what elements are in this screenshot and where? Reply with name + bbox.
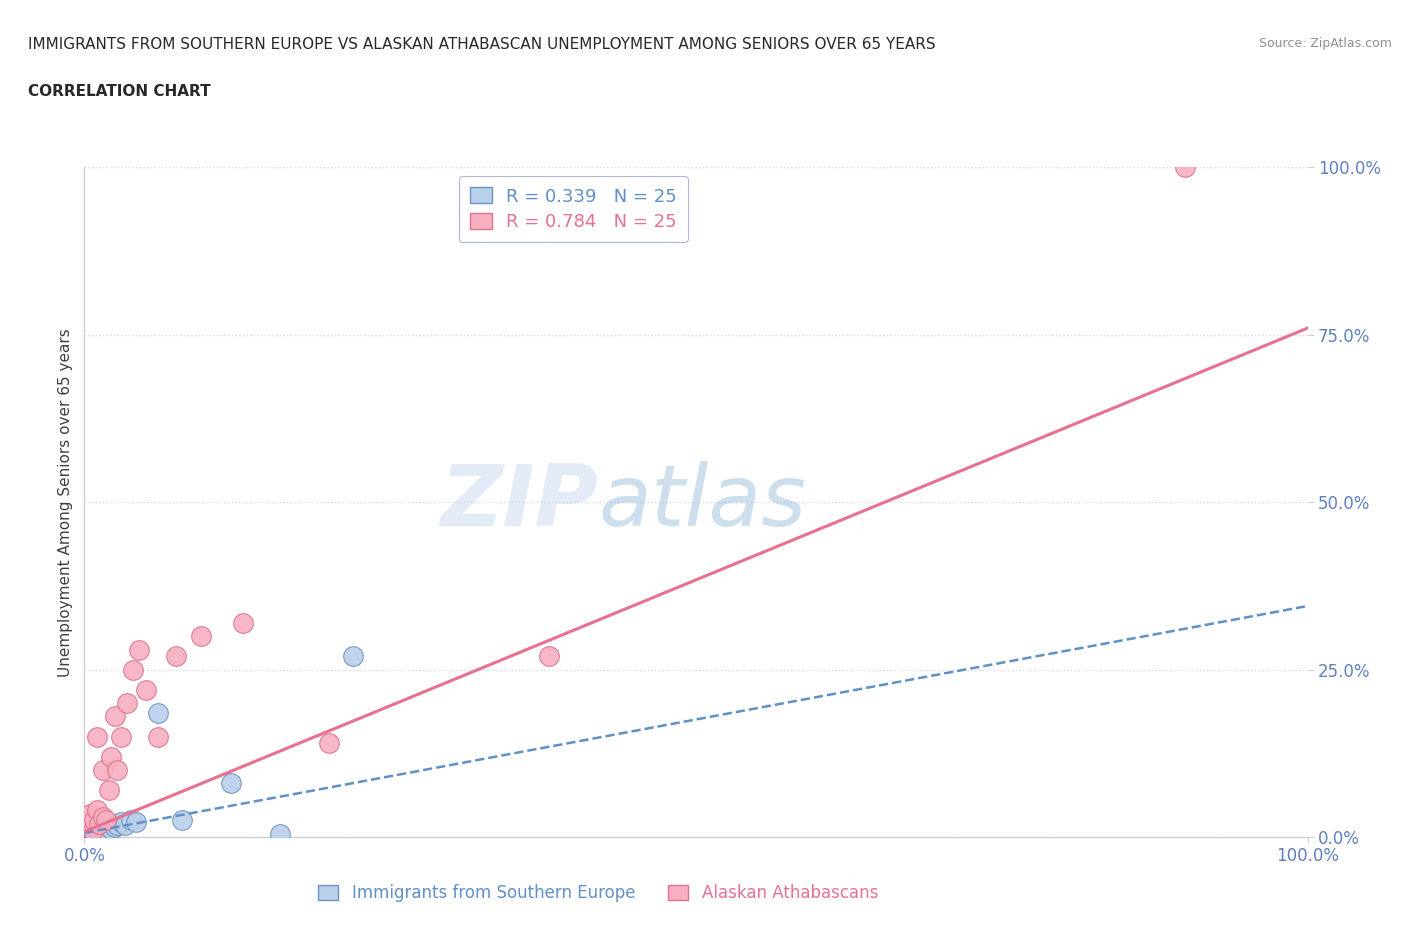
Point [114, 817, 136, 832]
Point [125, 815, 148, 830]
Point [232, 616, 254, 631]
Point [269, 826, 291, 841]
Point [86, 803, 108, 817]
Point [104, 819, 127, 834]
Point [1174, 160, 1197, 175]
Point [128, 642, 150, 657]
Text: ZIP: ZIP [440, 460, 598, 544]
Point [100, 821, 122, 836]
Text: Source: ZipAtlas.com: Source: ZipAtlas.com [1258, 37, 1392, 50]
Point [91, 823, 114, 838]
Point [83, 813, 105, 828]
Point [87, 824, 110, 839]
Point [96, 813, 118, 828]
Point [146, 729, 169, 744]
Point [122, 662, 145, 677]
Point [89, 821, 111, 836]
Point [538, 649, 561, 664]
Point [86, 729, 108, 744]
Point [86, 821, 108, 836]
Point [115, 696, 138, 711]
Point [342, 649, 364, 664]
Point [219, 776, 242, 790]
Point [97, 783, 120, 798]
Text: atlas: atlas [598, 460, 806, 544]
Point [190, 629, 212, 644]
Point [104, 709, 127, 724]
Point [79, 826, 101, 841]
Point [318, 736, 340, 751]
Point [165, 649, 187, 664]
Point [87, 817, 110, 831]
Point [91, 809, 114, 824]
Text: CORRELATION CHART: CORRELATION CHART [28, 84, 211, 99]
Point [110, 815, 132, 830]
Point [105, 763, 128, 777]
Y-axis label: Unemployment Among Seniors over 65 years: Unemployment Among Seniors over 65 years [58, 328, 73, 677]
Point [91, 763, 114, 777]
Point [135, 683, 157, 698]
Point [97, 817, 120, 832]
Text: IMMIGRANTS FROM SOUTHERN EUROPE VS ALASKAN ATHABASCAN UNEMPLOYMENT AMONG SENIORS: IMMIGRANTS FROM SOUTHERN EUROPE VS ALASK… [28, 37, 936, 52]
Point [82, 823, 104, 838]
Point [172, 813, 194, 828]
Point [97, 819, 120, 834]
Point [82, 824, 104, 839]
Point [105, 817, 128, 832]
Point [100, 750, 122, 764]
Point [86, 823, 108, 838]
Point [94, 821, 117, 836]
Point [96, 823, 118, 838]
Point [91, 819, 114, 834]
Point [146, 706, 169, 721]
Legend: Immigrants from Southern Europe, Alaskan Athabascans: Immigrants from Southern Europe, Alaskan… [312, 878, 884, 909]
Point [120, 813, 142, 828]
Point [79, 806, 101, 821]
Point [110, 729, 132, 744]
Point [83, 826, 105, 841]
